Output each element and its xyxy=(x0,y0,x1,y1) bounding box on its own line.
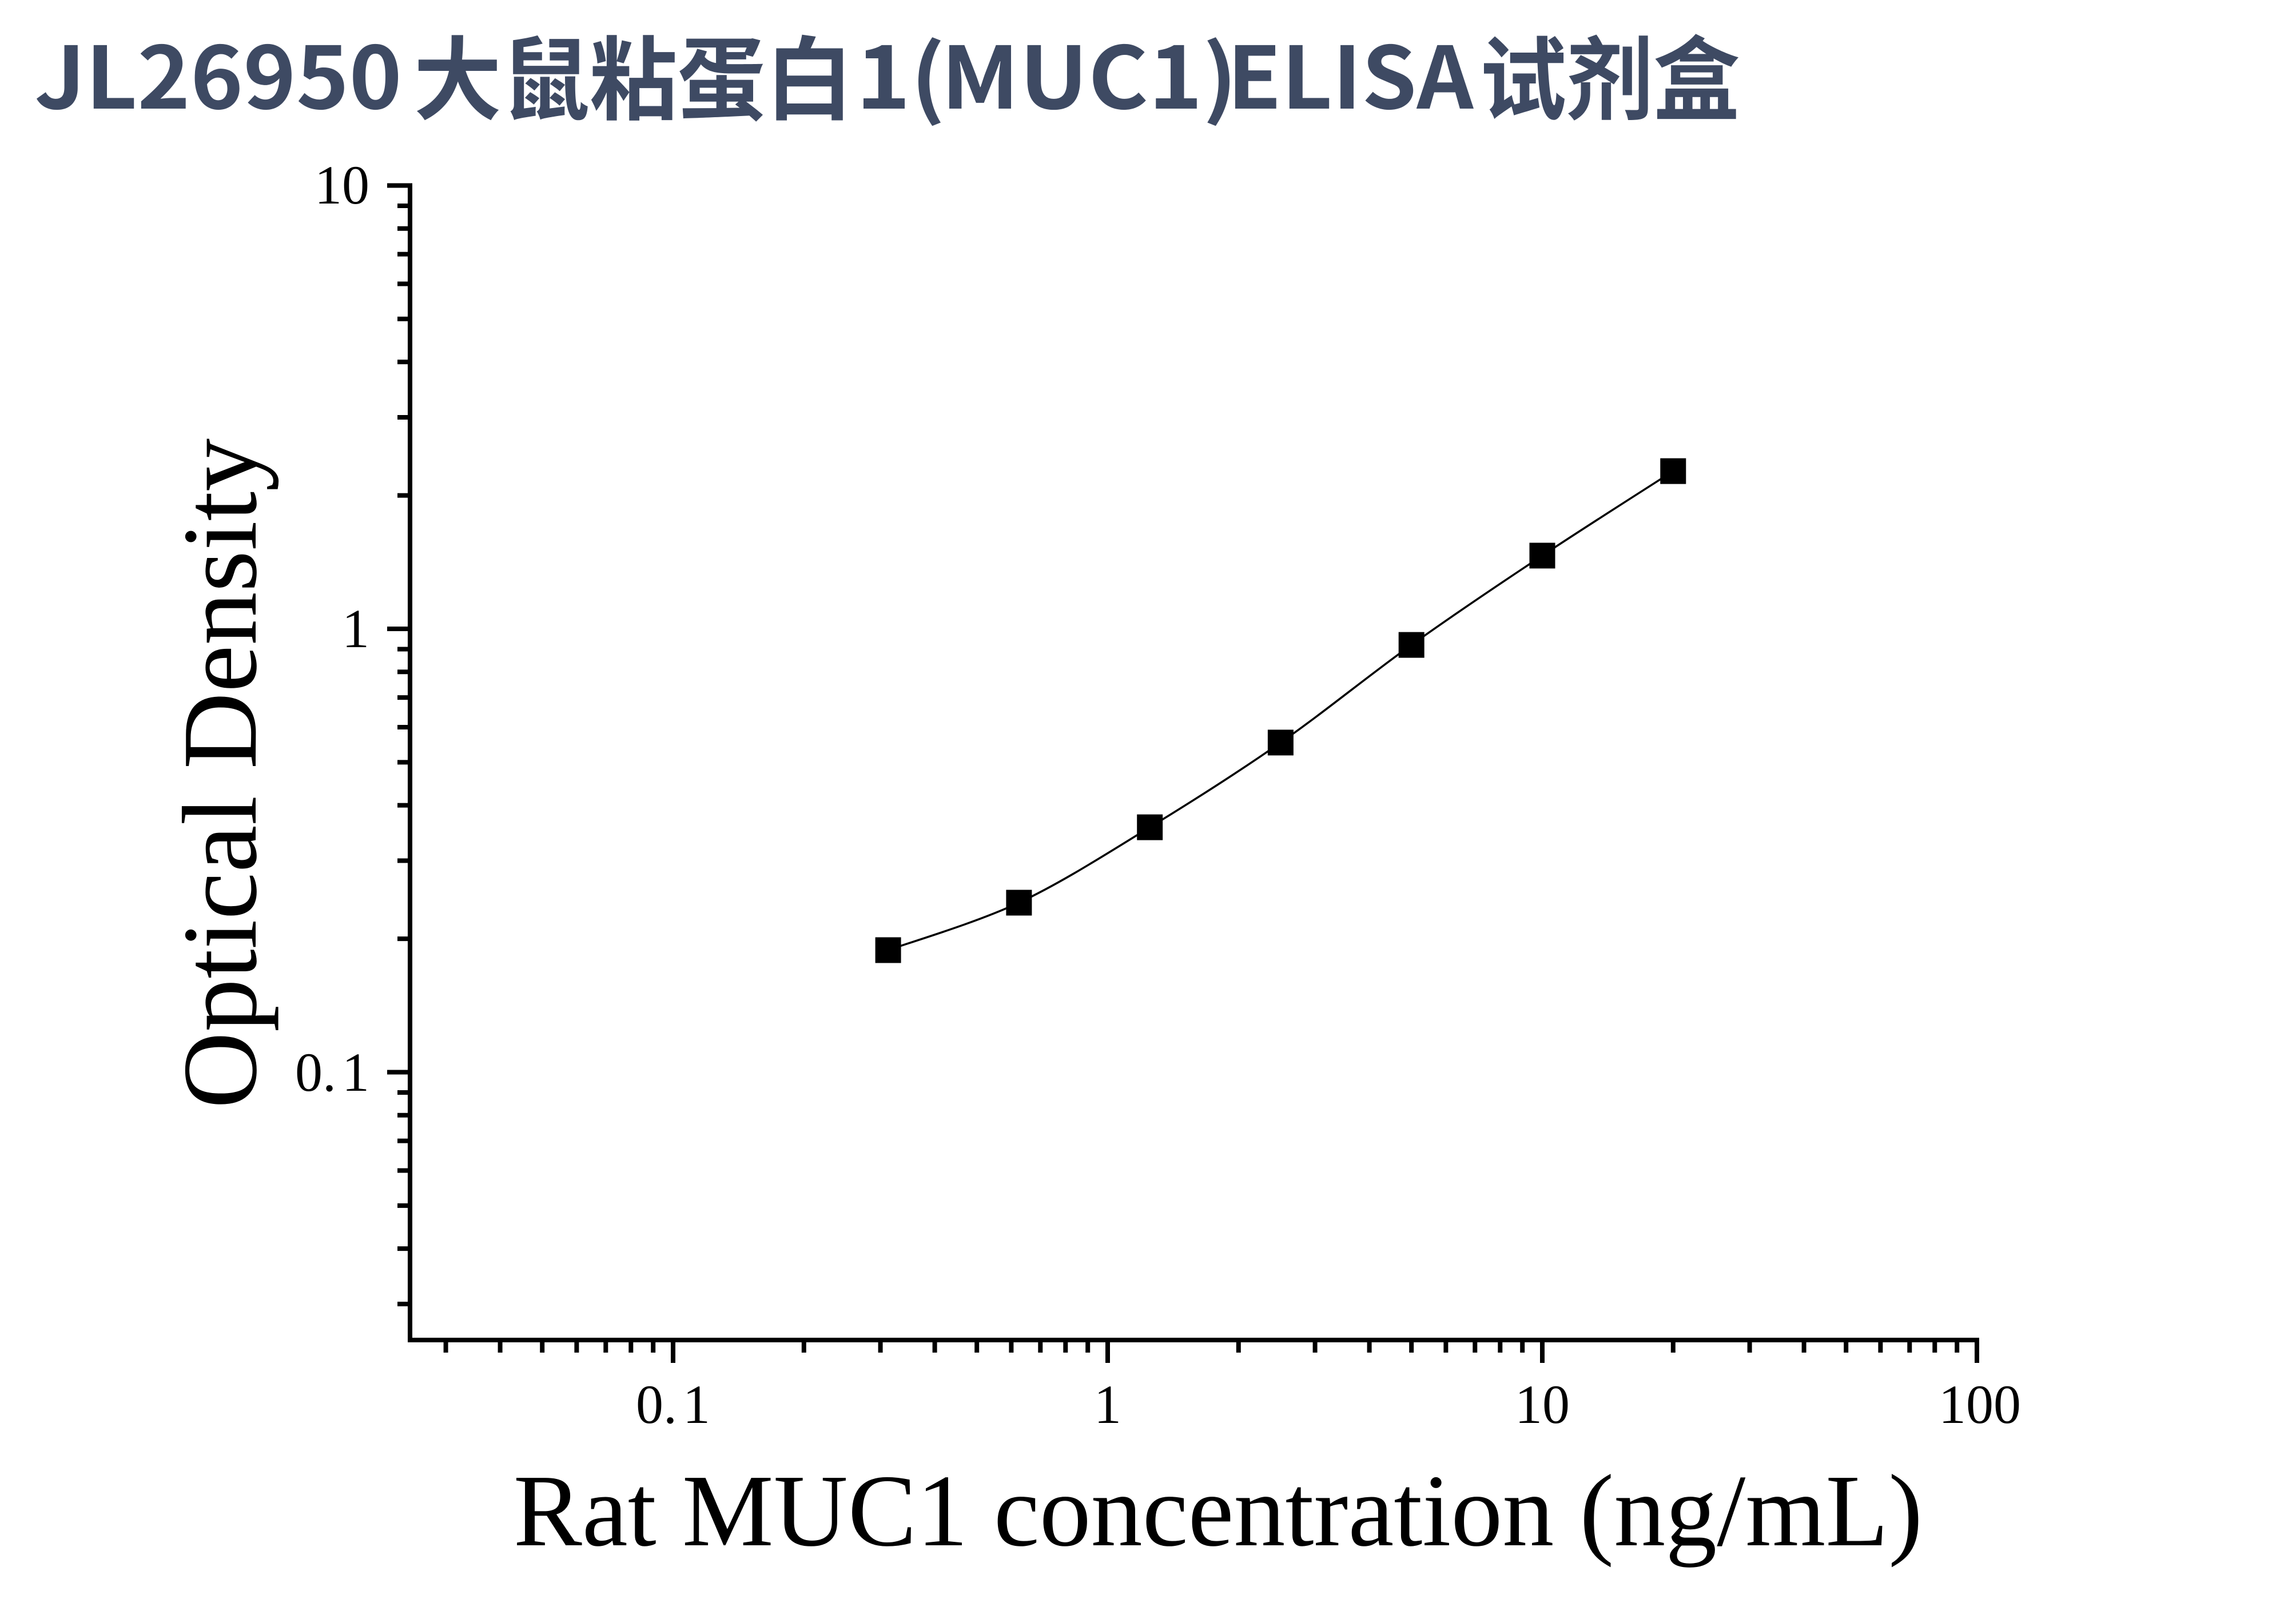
svg-text:Rat MUC1 concentration (ng/mL): Rat MUC1 concentration (ng/mL) xyxy=(514,1454,1923,1568)
svg-text:1: 1 xyxy=(1094,1374,1121,1435)
svg-text:0.1: 0. 1 xyxy=(295,1042,369,1103)
svg-text:10: 10 xyxy=(1515,1374,1570,1435)
svg-text:Optical Density: Optical Density xyxy=(161,438,279,1109)
svg-text:100: 100 xyxy=(1939,1374,2021,1435)
svg-text:0.1: 0. 1 xyxy=(636,1374,710,1435)
svg-text:1: 1 xyxy=(342,598,369,659)
svg-text:10: 10 xyxy=(315,154,369,216)
